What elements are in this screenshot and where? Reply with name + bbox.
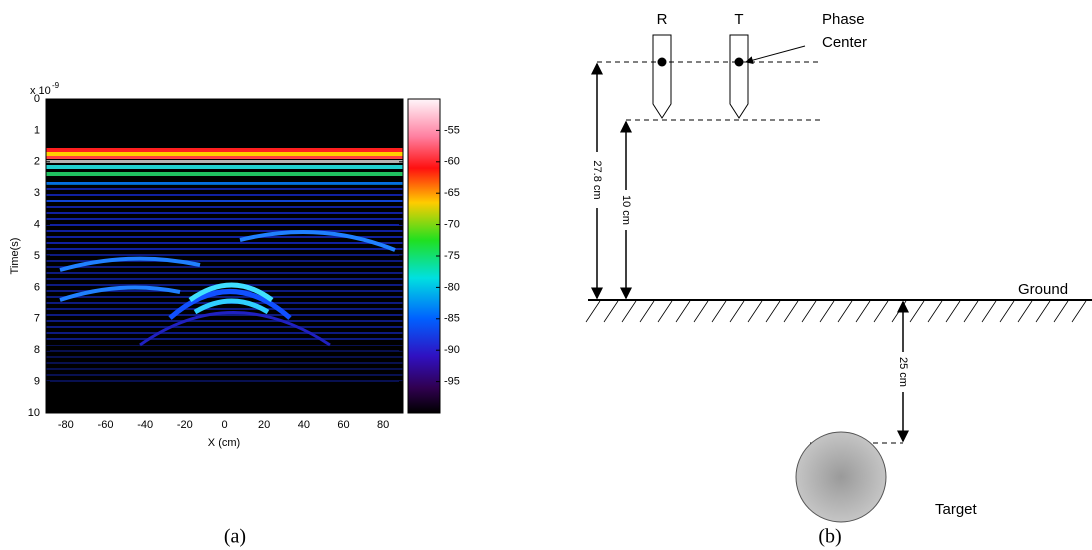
y-tick-label: 5 [34,250,40,262]
hatch-line [874,301,888,322]
phase-center-label: Center [822,34,867,51]
x-tick-label: 80 [377,419,389,431]
hatch-line [586,301,600,322]
colorbar-tick-label: -90 [444,344,460,356]
ground-hatch [586,301,1086,322]
y-tick-label: 4 [34,219,40,231]
hatch-line [658,301,672,322]
hatch-line [766,301,780,322]
caption: (a) [224,526,246,548]
phase-center-label: Phase [822,11,865,28]
hatch-line [1036,301,1050,322]
hatch-line [802,301,816,322]
y-tick-label: 2 [34,156,40,168]
hatch-line [1054,301,1068,322]
x-tick-label: 40 [298,419,310,431]
x-axis-label: X (cm) [208,437,240,449]
y-tick-label: 10 [28,407,40,419]
transmitter-label: T [734,11,743,28]
colorbar-tick-label: -95 [444,376,460,388]
hatch-line [694,301,708,322]
ground-label: Ground [1018,281,1068,298]
hatch-line [856,301,870,322]
y-tick-label: 1 [34,124,40,136]
x-tick-label: -80 [58,419,74,431]
hatch-line [1018,301,1032,322]
y-tick-label: 9 [34,376,40,388]
hatch-line [838,301,852,322]
y-tick-label: 6 [34,281,40,293]
heatmap-image [46,99,403,413]
x-tick-label: -20 [177,419,193,431]
x-tick-label: 0 [221,419,227,431]
hatch-line [982,301,996,322]
colorbar-tick-label: -80 [444,281,460,293]
hatch-line [622,301,636,322]
colorbar-tick-label: -55 [444,124,460,136]
colorbar-tick-label: -60 [444,156,460,168]
hatch-line [784,301,798,322]
hatch-line [730,301,744,322]
target-label: Target [935,501,978,518]
x-tick-label: 20 [258,419,270,431]
colorbar [408,99,440,413]
hatch-line [964,301,978,322]
caption: (b) [818,526,841,548]
y-tick-label: 0 [34,93,40,105]
hatch-line [748,301,762,322]
x-tick-label: -60 [98,419,114,431]
x-tick-label: -40 [137,419,153,431]
transmitter-antenna [730,35,748,118]
hatch-line [676,301,690,322]
page: x 10 -9 Time(s) X (cm) (a) R T Phase Cen… [0,0,1092,550]
hatch-line [712,301,726,322]
hatch-line [946,301,960,322]
hatch-line [820,301,834,322]
hatch-line [892,301,906,322]
depth-label: 25 cm [897,357,909,387]
colorbar-tick-label: -85 [444,313,460,325]
figure: x 10 -9 Time(s) X (cm) (a) R T Phase Cen… [0,0,1092,550]
y-axis-label: Time(s) [9,238,21,275]
target-ball [796,432,886,522]
hatch-line [928,301,942,322]
x-tick-label: 60 [337,419,349,431]
colorbar-tick-label: -70 [444,219,460,231]
receiver-antenna [653,35,671,118]
exponent-power: -9 [52,81,60,90]
y-tick-label: 7 [34,313,40,325]
y-tick-label: 8 [34,344,40,356]
hatch-line [604,301,618,322]
height-label: 27.8 cm [591,160,603,199]
colorbar-tick-label: -75 [444,250,460,262]
hatch-line [1000,301,1014,322]
height-label: 10 cm [620,195,632,225]
pointer-arrow [746,46,805,62]
receiver-label: R [657,11,668,28]
hatch-line [1072,301,1086,322]
colorbar-tick-label: -65 [444,187,460,199]
hatch-line [910,301,924,322]
y-tick-label: 3 [34,187,40,199]
hatch-line [640,301,654,322]
